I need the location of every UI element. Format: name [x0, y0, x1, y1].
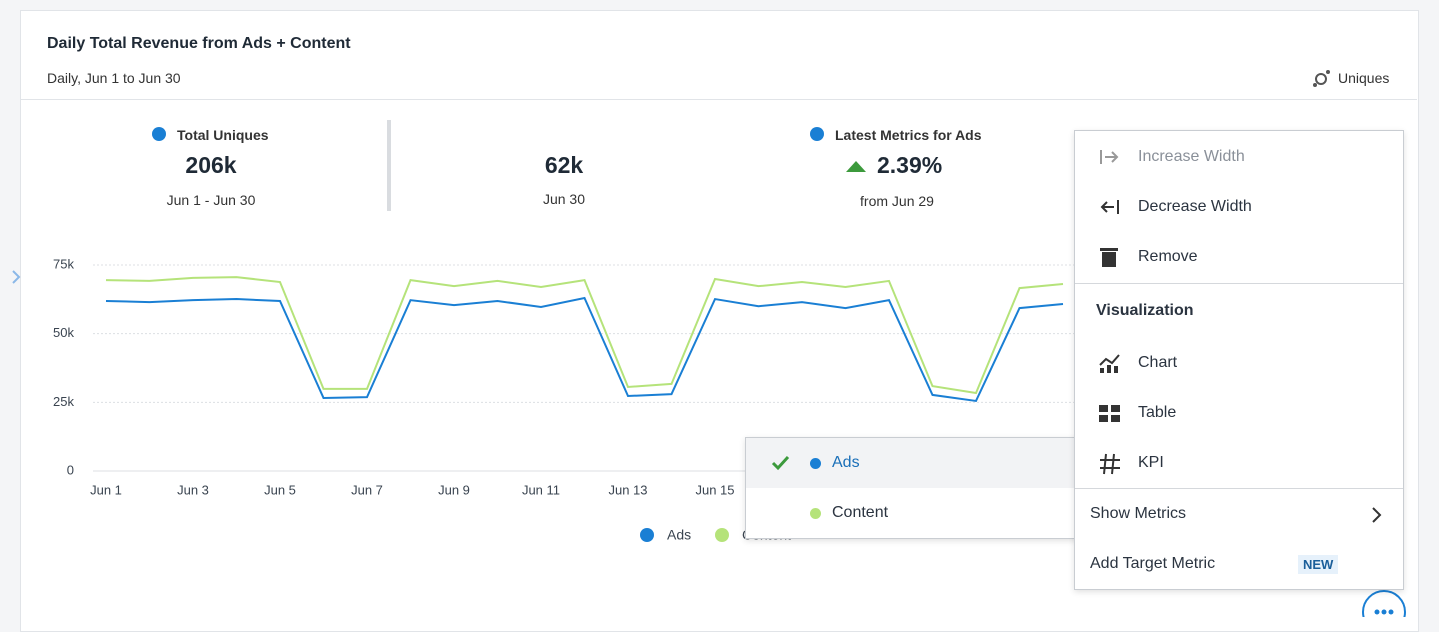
menu-item[interactable]: Add Target Metric — [1090, 555, 1216, 572]
series-option-label[interactable]: Content — [832, 504, 889, 521]
menu-item[interactable]: Remove — [1138, 248, 1198, 265]
subtitle: Daily, Jun 1 to Jun 30 — [47, 70, 181, 86]
kpi-value: 206k — [185, 152, 237, 178]
menu-item[interactable]: Increase Width — [1138, 148, 1245, 165]
series-option-label[interactable]: Ads — [832, 454, 860, 471]
kpi-period: Jun 1 - Jun 30 — [166, 192, 256, 208]
series-option[interactable] — [746, 438, 1086, 488]
check-icon — [771, 455, 790, 471]
menu-item[interactable]: Chart — [1138, 354, 1178, 371]
kpi-label: Latest Metrics for Ads — [835, 127, 982, 143]
series-line — [105, 296, 1064, 403]
new-badge: NEW — [1298, 555, 1339, 574]
y-tick-label: 75k — [53, 256, 74, 271]
kpi-dot — [810, 127, 824, 141]
expand-chevron[interactable] — [12, 270, 21, 284]
kpi-icon — [1100, 453, 1120, 475]
series-dropdown: Ads Content — [745, 437, 1087, 539]
menu-item[interactable]: Decrease Width — [1138, 198, 1252, 215]
y-tick-label: 0 — [67, 462, 74, 477]
menu-item[interactable]: KPI — [1138, 454, 1164, 471]
chevron-right — [1372, 507, 1382, 523]
title: Daily Total Revenue from Ads + Content — [47, 35, 351, 52]
menu-item[interactable]: Table — [1138, 404, 1177, 421]
x-tick-label: Jun 13 — [608, 482, 647, 497]
legend-label: Ads — [667, 527, 691, 543]
series-dot — [810, 458, 821, 469]
up-arrow — [846, 161, 866, 172]
separator — [1075, 283, 1403, 284]
divider — [21, 99, 1417, 100]
x-tick-label: Jun 1 — [90, 482, 122, 497]
uniques-icon — [1313, 70, 1330, 87]
kpi-divider — [387, 120, 391, 211]
table-icon — [1099, 405, 1120, 422]
kpi-value: 62k — [544, 152, 584, 178]
x-tick-label: Jun 7 — [351, 482, 383, 497]
legend-marker — [715, 528, 729, 542]
increase-icon — [1100, 150, 1119, 164]
kpi-dot — [152, 127, 166, 141]
chart-icon — [1099, 354, 1120, 373]
y-tick-label: 50k — [53, 325, 74, 340]
more-button[interactable] — [1360, 588, 1410, 617]
kpi-period: from Jun 29 — [860, 193, 934, 209]
x-tick-label: Jun 5 — [264, 482, 296, 497]
x-tick-label: Jun 15 — [695, 482, 734, 497]
uniques-button[interactable]: Uniques — [1338, 70, 1390, 86]
kpi-label: Total Uniques — [177, 127, 269, 143]
x-tick-label: Jun 3 — [177, 482, 209, 497]
y-tick-label: 25k — [53, 394, 74, 409]
options-menu: Increase Width Decrease Width Remove Vis… — [1074, 130, 1404, 590]
page: Daily Total Revenue from Ads + Content D… — [12, 10, 1419, 632]
decrease-icon — [1100, 200, 1119, 214]
separator — [1075, 488, 1403, 489]
kpi-period: Jun 30 — [542, 191, 586, 207]
x-tick-label: Jun 9 — [438, 482, 470, 497]
menu-item[interactable]: Show Metrics — [1090, 505, 1187, 522]
series-dot — [810, 508, 821, 519]
kpi-value: 2.39% — [877, 152, 943, 178]
x-tick-label: Jun 11 — [522, 482, 560, 497]
section-title: Visualization — [1096, 302, 1194, 319]
remove-icon — [1100, 248, 1118, 267]
legend-marker — [640, 528, 654, 542]
series-line — [105, 276, 1064, 395]
